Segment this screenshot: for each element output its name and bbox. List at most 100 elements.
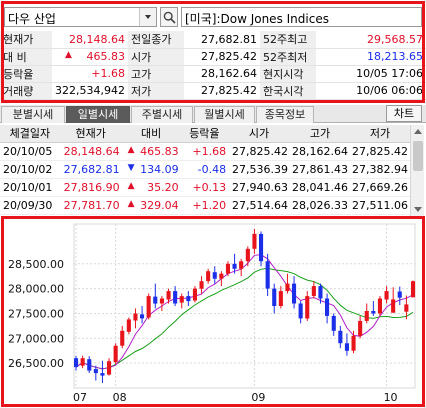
- quote-value-text: 27,825.42: [201, 84, 257, 97]
- candle-body: [305, 296, 310, 319]
- plot-area: [73, 223, 416, 389]
- quote-value-text: +1.68: [91, 67, 125, 80]
- cell-text: 134.09: [140, 162, 179, 176]
- table-row[interactable]: 20/10/01 27,816.90 ▲ 35.20 +0.13 27,940.63 28,…: [0, 178, 410, 197]
- quote-label-text: 전일종가: [131, 33, 172, 47]
- search-button[interactable]: [160, 7, 178, 27]
- candle-body: [133, 313, 138, 321]
- up-arrow-icon: ▲: [127, 144, 135, 155]
- candle-body: [292, 283, 297, 304]
- cell-text: 20/09/30: [3, 198, 53, 212]
- cell-text: +0.13: [192, 180, 227, 194]
- candle-body: [87, 359, 92, 371]
- quote-table: 현재가 28,148.64 전일종가 27,682.81 52주최고 29,568.57 대…: [0, 31, 426, 100]
- cell-text: 20/10/05: [3, 144, 53, 158]
- column-header[interactable]: 고가: [290, 125, 350, 143]
- candle-body: [338, 330, 343, 344]
- column-header[interactable]: 시가: [228, 125, 290, 143]
- x-tick-label: 09: [251, 391, 265, 404]
- candle-body: [192, 288, 197, 301]
- cell-text: 465.83: [140, 144, 179, 158]
- cell-text: 28,162.64: [292, 144, 348, 158]
- tab-2[interactable]: 주별시세: [131, 106, 193, 123]
- cell-price: 27,682.81: [59, 160, 122, 179]
- candle-body: [179, 296, 184, 303]
- tab-4[interactable]: 종목정보: [256, 106, 314, 123]
- quote-value: 28,148.64: [52, 31, 128, 49]
- candle-body: [199, 281, 204, 289]
- candle-body: [186, 296, 191, 302]
- candle-body: [311, 286, 316, 296]
- column-header[interactable]: 현재가: [59, 125, 122, 143]
- quote-label-text: 한국시각: [263, 84, 304, 98]
- quote-row: 거래량 322,534,942 저가 27,825.42 한국시각 10/06 06:06: [0, 82, 426, 100]
- quote-label: 고가: [128, 65, 184, 83]
- moving-average-short: [75, 254, 414, 370]
- quote-label: 등락율: [0, 65, 52, 83]
- x-tick-label: 10: [384, 391, 398, 404]
- candle-body: [358, 320, 363, 336]
- scroll-thumb[interactable]: [413, 141, 423, 171]
- candle-body: [153, 296, 158, 304]
- table-row[interactable]: 20/10/02 27,682.81 ▼ 134.09 -0.48 27,536.39 27…: [0, 160, 410, 179]
- candle-body: [107, 361, 112, 375]
- down-arrow-icon: ▼: [127, 162, 135, 173]
- column-header[interactable]: 저가: [349, 125, 410, 143]
- moving-average-long: [75, 267, 414, 370]
- candle-body: [285, 283, 290, 292]
- candle-body: [259, 233, 264, 262]
- quote-label: 저가: [128, 82, 184, 100]
- table-row[interactable]: 20/10/05 28,148.64 ▲ 465.83 +1.68 27,825.42 28…: [0, 142, 410, 161]
- search-icon: [163, 11, 176, 24]
- cell-text: 27,536.39: [232, 162, 288, 176]
- candle-body: [278, 291, 283, 306]
- candle-body: [371, 311, 376, 314]
- candle-body: [239, 261, 244, 269]
- symbol-name-field[interactable]: [미국]:Dow Jones Indices: [181, 7, 422, 27]
- quote-label: 현재가: [0, 31, 52, 49]
- column-header[interactable]: 체결일자: [0, 125, 60, 143]
- tab-0[interactable]: 분별시세: [1, 106, 65, 123]
- scroll-up-icon[interactable]: [411, 125, 425, 139]
- quote-value-text: 10/05 17:06: [356, 67, 423, 80]
- tab-1[interactable]: 일별시세: [66, 106, 130, 123]
- table-scrollbar[interactable]: [410, 125, 424, 216]
- y-tick-label: 27,000.00: [8, 332, 64, 345]
- candle-body: [384, 291, 389, 300]
- quote-value-text: 465.83: [86, 50, 126, 63]
- chevron-down-icon[interactable]: [139, 8, 156, 26]
- candle-body: [318, 286, 323, 299]
- quote-value: 27,825.42: [184, 82, 260, 100]
- tab-3[interactable]: 월별시세: [194, 106, 255, 123]
- candle-body: [212, 272, 217, 279]
- quote-label-text: 거래량: [3, 84, 34, 98]
- x-tick-label: 08: [113, 391, 127, 404]
- quote-label: 52주최저: [260, 48, 316, 66]
- table-row[interactable]: 20/09/30 27,781.70 ▲ 329.04 +1.20 27,514.64 28…: [0, 196, 410, 215]
- column-header[interactable]: 등락율: [180, 125, 229, 143]
- quote-label: 한국시각: [260, 82, 316, 100]
- candle-body: [173, 291, 178, 304]
- quote-value: 10/05 17:06: [316, 65, 426, 83]
- cell-low: 27,825.42: [349, 142, 410, 161]
- candle-body: [351, 335, 356, 351]
- cell-change: ▼ 134.09: [121, 160, 181, 179]
- quote-value-text: 29,568.57: [367, 32, 423, 46]
- scroll-down-icon[interactable]: [411, 202, 425, 216]
- y-tick-label: 27,500.00: [8, 307, 64, 320]
- cell-text: 27,816.90: [63, 180, 120, 194]
- candle-body: [93, 369, 98, 374]
- candle-body: [74, 358, 79, 368]
- category-select[interactable]: 다우 산업: [4, 7, 157, 27]
- quote-row: 현재가 28,148.64 전일종가 27,682.81 52주최고 29,568.57: [0, 31, 426, 49]
- cell-date: 20/10/05: [0, 142, 60, 161]
- column-header[interactable]: 대비: [121, 125, 181, 143]
- cell-rate: -0.48: [180, 160, 229, 179]
- quote-label-text: 저가: [131, 84, 152, 98]
- cell-text: 329.04: [140, 198, 179, 212]
- candle-body: [166, 291, 171, 300]
- cell-text: 28,026.33: [292, 198, 348, 212]
- quote-value-text: 322,534,942: [55, 84, 125, 97]
- chart-button[interactable]: 차트: [386, 105, 422, 122]
- candle-body: [225, 263, 230, 274]
